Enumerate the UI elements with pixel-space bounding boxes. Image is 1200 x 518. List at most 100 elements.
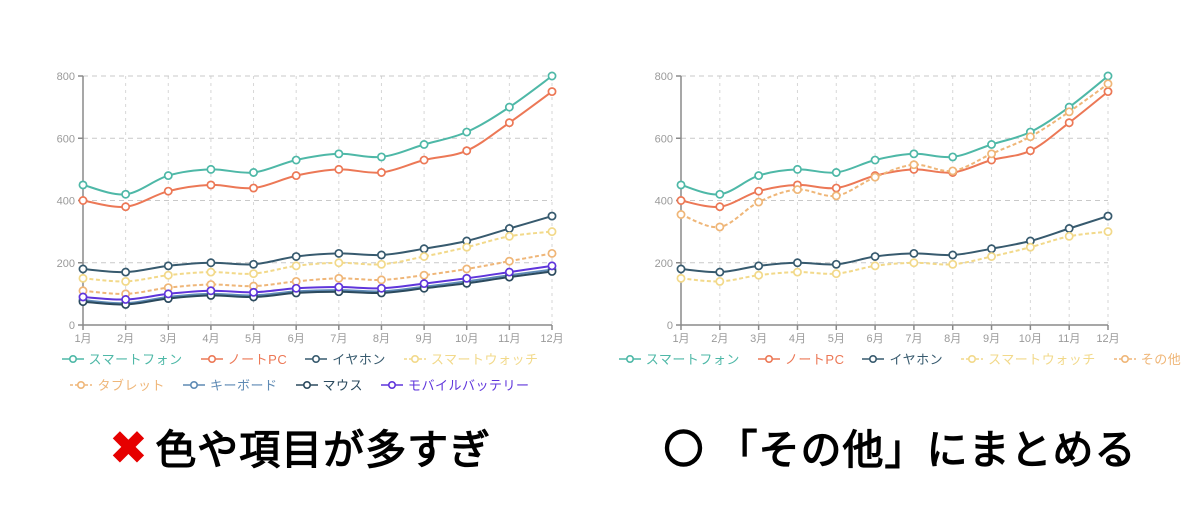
x-tick-label: 9月 [416, 333, 433, 345]
x-tick-label: 6月 [867, 333, 884, 345]
data-point-marker [948, 250, 958, 260]
legend-row: スマートフォン ノートPC イヤホン スマートウォッチ その他 [618, 349, 1182, 368]
y-tick-label: 400 [655, 196, 673, 208]
data-point-marker [163, 289, 173, 299]
data-point-marker [1025, 132, 1035, 142]
data-point-marker [163, 270, 173, 280]
data-point-marker [870, 252, 880, 261]
x-tick-label: 10月 [1019, 333, 1042, 345]
legend-item: その他 [1113, 349, 1182, 368]
legend-label: ノートPC [784, 352, 845, 367]
data-point-marker [377, 275, 386, 285]
data-point-marker [334, 282, 344, 292]
legend-item: イヤホン [305, 349, 386, 368]
legend-item: スマートフォン [61, 349, 183, 368]
data-point-marker [948, 166, 958, 176]
data-point-marker [754, 197, 764, 207]
legend-item: スマートウォッチ [403, 349, 539, 368]
y-tick-label: 600 [57, 133, 75, 145]
data-point-marker [504, 118, 514, 128]
data-point-marker [121, 267, 131, 277]
data-point-marker [377, 152, 386, 162]
data-point-marker [676, 210, 686, 219]
series-line-4 [82, 252, 553, 295]
data-point-marker [121, 202, 131, 212]
series-line-1 [680, 90, 1109, 208]
legend-label: イヤホン [332, 352, 386, 367]
data-point-marker [870, 155, 880, 165]
legend-row: タブレット キーボード マウス モバイルバッテリー [70, 375, 529, 394]
data-point-marker [948, 152, 958, 162]
data-point-marker [334, 149, 344, 159]
legend-label: イヤホン [889, 352, 944, 367]
legend-item: ノートPC [757, 349, 845, 368]
x-tick-label: 5月 [828, 333, 845, 345]
data-point-marker [793, 258, 802, 268]
data-point-marker [78, 292, 88, 302]
data-point-marker [121, 189, 131, 199]
data-point-marker [334, 248, 344, 258]
legend-marker-icon [961, 354, 984, 363]
x-tick-label: 1月 [74, 333, 91, 345]
data-point-marker [870, 261, 880, 271]
legend-marker-icon [403, 354, 426, 363]
legend-label: タブレット [97, 378, 165, 393]
data-point-marker [163, 261, 173, 271]
legend-marker-icon [618, 354, 641, 363]
data-point-marker [163, 186, 173, 196]
legend-item: スマートウォッチ [961, 349, 1096, 368]
data-point-marker [754, 171, 764, 181]
x-tick-label: 2月 [711, 333, 728, 345]
data-point-marker [909, 149, 919, 159]
data-point-marker [419, 252, 429, 261]
x-tick-label: 4月 [789, 333, 806, 345]
data-point-marker [676, 180, 686, 190]
data-point-marker [754, 186, 764, 196]
data-point-marker [909, 160, 919, 170]
chart-right-plot: 0 200 400 600 800 1月 2月 3月 4月 5月 6月 7月 8月 9月 10月 11月 12月 [655, 71, 1120, 345]
data-point-marker [504, 256, 514, 266]
data-point-marker [676, 273, 686, 283]
data-point-marker [206, 267, 216, 277]
data-point-marker [462, 127, 472, 137]
data-point-marker [121, 276, 131, 286]
data-point-marker [291, 171, 301, 181]
data-point-marker [793, 164, 802, 174]
data-point-marker [1064, 231, 1074, 241]
data-point-marker [163, 171, 173, 181]
data-point-marker [715, 267, 725, 277]
circle-mark-icon: 〇 [663, 428, 705, 472]
data-point-marker [547, 248, 557, 258]
data-point-marker [1025, 242, 1035, 252]
series-line-3 [680, 230, 1109, 283]
data-point-marker [334, 258, 344, 268]
data-point-marker [291, 261, 301, 271]
caption-right: 〇 「その他」にまとめる [620, 414, 1180, 478]
legend-label: スマートウォッチ [430, 352, 539, 367]
data-point-marker [715, 202, 725, 212]
x-tick-label: 1月 [672, 333, 689, 345]
x-tick-label: 5月 [245, 333, 262, 345]
caption-right-text: 「その他」にまとめる [716, 427, 1137, 473]
legend-label: スマートフォン [88, 352, 183, 367]
data-point-marker [249, 287, 258, 297]
legend-item: マウス [295, 375, 364, 394]
data-point-marker [987, 140, 996, 149]
legend-label: マウス [322, 378, 364, 393]
data-point-marker [462, 242, 472, 252]
legend-marker-icon [1113, 354, 1136, 363]
data-point-marker [78, 273, 88, 283]
data-point-marker [377, 283, 386, 293]
data-point-marker [1064, 224, 1074, 233]
data-point-marker [1103, 87, 1113, 97]
data-point-marker [754, 261, 764, 271]
legend-item: スマートフォン [618, 349, 740, 368]
data-point-marker [377, 259, 386, 269]
legend-row: スマートフォン ノートPC イヤホン スマートウォッチ [61, 349, 539, 368]
data-point-marker [249, 269, 258, 279]
legend-marker-icon [757, 354, 780, 363]
x-tick-label: 7月 [330, 333, 347, 345]
legend-marker-icon [61, 354, 84, 363]
data-point-marker [419, 155, 429, 165]
x-tick-label: 6月 [288, 333, 305, 345]
